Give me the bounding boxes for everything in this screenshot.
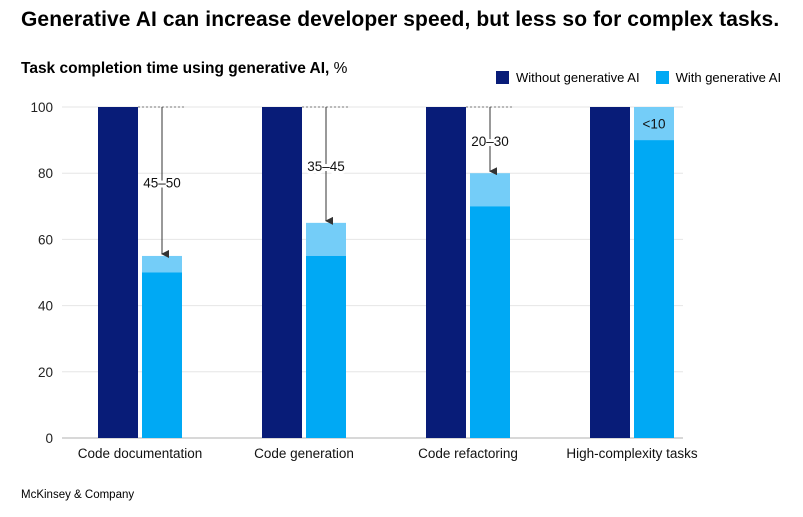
y-tick-label: 20 bbox=[38, 365, 53, 380]
bar-without bbox=[590, 107, 630, 438]
legend: Without generative AI With generative AI bbox=[496, 70, 797, 85]
source-credit: McKinsey & Company bbox=[21, 489, 135, 501]
bar-with-range bbox=[142, 255, 182, 273]
subtitle-unit: % bbox=[329, 60, 348, 77]
subtitle-text: Task completion time using generative AI… bbox=[21, 60, 330, 77]
x-tick-label: Code refactoring bbox=[418, 446, 518, 461]
change-label: 20–30 bbox=[471, 134, 509, 149]
x-tick-label: Code generation bbox=[254, 446, 354, 461]
bar-without bbox=[98, 107, 138, 438]
chart-title: Generative AI can increase developer spe… bbox=[21, 8, 780, 31]
bar-with bbox=[470, 206, 510, 438]
change-label: 45–50 bbox=[143, 175, 181, 190]
legend-swatch-without bbox=[496, 71, 509, 84]
bar-with bbox=[142, 272, 182, 438]
legend-item-without: Without generative AI bbox=[496, 70, 640, 85]
change-label: 35–45 bbox=[307, 159, 345, 174]
x-tick-label: Code documentation bbox=[78, 446, 203, 461]
bar-with-range bbox=[634, 107, 674, 141]
bar-with bbox=[306, 255, 346, 438]
bar-with-range bbox=[306, 222, 346, 256]
y-tick-label: 60 bbox=[38, 232, 53, 247]
legend-item-with: With generative AI bbox=[655, 70, 782, 85]
bar-with bbox=[634, 140, 674, 438]
change-label: <10 bbox=[643, 117, 666, 132]
y-tick-label: 0 bbox=[45, 431, 53, 446]
y-tick-label: 80 bbox=[38, 166, 53, 181]
legend-label-with: With generative AI bbox=[675, 70, 782, 85]
bar-without bbox=[262, 107, 302, 438]
bar-without bbox=[426, 107, 466, 438]
y-tick-label: 40 bbox=[38, 299, 53, 314]
bar-with-range bbox=[470, 173, 510, 207]
legend-swatch-with bbox=[655, 71, 669, 84]
x-tick-label: High-complexity tasks bbox=[566, 446, 698, 461]
chart-subtitle: Task completion time using generative AI… bbox=[21, 60, 347, 78]
y-tick-label: 100 bbox=[30, 100, 53, 115]
legend-label-without: Without generative AI bbox=[516, 70, 640, 85]
